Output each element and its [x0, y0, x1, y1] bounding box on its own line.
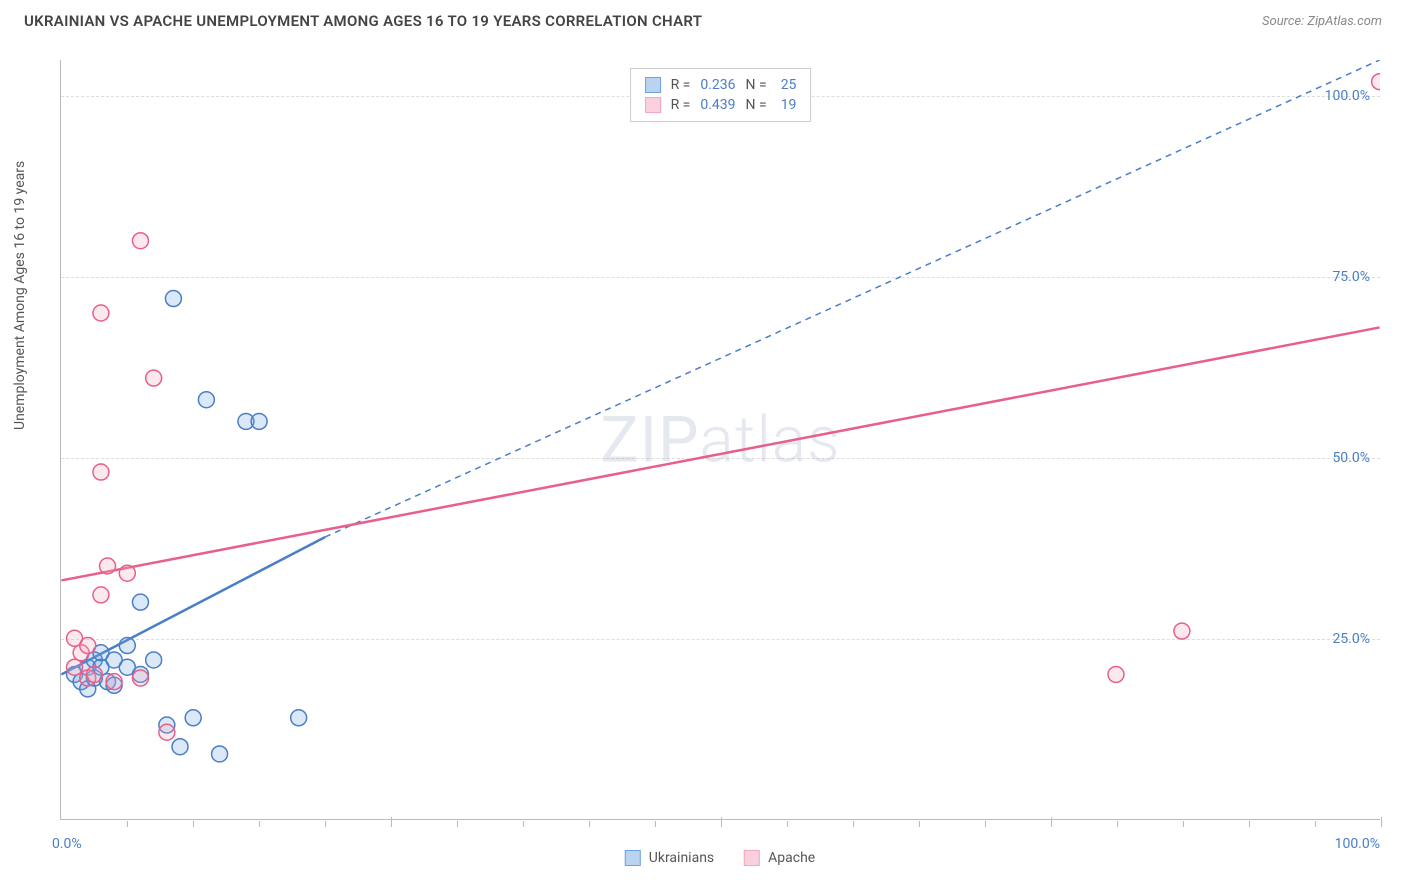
x-tick: [655, 821, 656, 827]
r-value-apache: 0.439: [700, 97, 735, 113]
swatch-apache: [645, 97, 661, 113]
legend-row-ukrainians: R = 0.236 N = 25: [645, 75, 797, 95]
n-label: N =: [746, 77, 767, 93]
n-value-apache: 19: [781, 97, 797, 113]
r-value-ukrainians: 0.236: [700, 77, 735, 93]
data-point-apache: [93, 464, 109, 480]
legend-item-ukrainians: Ukrainians: [625, 850, 714, 866]
data-point-apache: [132, 233, 148, 249]
plot-svg: [61, 60, 1380, 819]
legend-label-apache: Apache: [768, 850, 815, 866]
legend-label-ukrainians: Ukrainians: [649, 850, 714, 866]
data-point-apache: [1372, 74, 1380, 90]
x-tick: [1381, 817, 1382, 827]
chart-container: Unemployment Among Ages 16 to 19 years Z…: [50, 50, 1390, 870]
x-tick: [1249, 821, 1250, 827]
data-point-ukrainians: [119, 638, 135, 654]
x-tick: [853, 821, 854, 827]
data-point-ukrainians: [132, 594, 148, 610]
data-point-apache: [146, 370, 162, 386]
x-min-label: 0.0%: [52, 836, 82, 852]
x-tick: [787, 821, 788, 827]
series-legend: Ukrainians Apache: [625, 850, 815, 866]
swatch-ukrainians-bottom: [625, 850, 641, 866]
data-point-apache: [93, 587, 109, 603]
data-point-apache: [100, 558, 116, 574]
data-point-apache: [93, 305, 109, 321]
data-point-apache: [106, 674, 122, 690]
trend-line-dashed-ukrainians: [325, 60, 1380, 537]
x-tick: [259, 821, 260, 827]
n-label: N =: [746, 97, 767, 113]
x-tick: [325, 821, 326, 827]
correlation-legend: R = 0.236 N = 25 R = 0.439 N = 19: [630, 68, 812, 122]
data-point-ukrainians: [291, 710, 307, 726]
data-point-ukrainians: [251, 413, 267, 429]
data-point-ukrainians: [212, 746, 228, 762]
x-tick: [589, 821, 590, 827]
x-tick: [127, 821, 128, 827]
n-value-ukrainians: 25: [781, 77, 797, 93]
data-point-apache: [67, 659, 83, 675]
legend-item-apache: Apache: [744, 850, 815, 866]
chart-header: UKRAINIAN VS APACHE UNEMPLOYMENT AMONG A…: [0, 0, 1406, 38]
r-label: R =: [671, 97, 691, 113]
legend-row-apache: R = 0.439 N = 19: [645, 95, 797, 115]
chart-title: UKRAINIAN VS APACHE UNEMPLOYMENT AMONG A…: [24, 12, 702, 30]
data-point-apache: [119, 565, 135, 581]
swatch-ukrainians: [645, 77, 661, 93]
data-point-apache: [80, 638, 96, 654]
trend-line-apache: [61, 327, 1379, 580]
data-point-ukrainians: [146, 652, 162, 668]
x-tick: [523, 821, 524, 827]
swatch-apache-bottom: [744, 850, 760, 866]
data-point-apache: [132, 670, 148, 686]
data-point-ukrainians: [198, 392, 214, 408]
r-label: R =: [671, 77, 691, 93]
x-tick: [1183, 821, 1184, 827]
x-tick: [919, 821, 920, 827]
data-point-ukrainians: [172, 739, 188, 755]
data-point-apache: [1108, 666, 1124, 682]
data-point-ukrainians: [185, 710, 201, 726]
data-point-apache: [1174, 623, 1190, 639]
x-max-label: 100.0%: [1335, 836, 1380, 852]
y-axis-label: Unemployment Among Ages 16 to 19 years: [12, 161, 28, 430]
data-point-apache: [86, 666, 102, 682]
x-tick: [985, 821, 986, 827]
x-tick: [193, 821, 194, 827]
x-tick: [457, 821, 458, 827]
plot-area: ZIPatlas R = 0.236 N = 25 R = 0.439 N = …: [60, 60, 1380, 820]
x-tick: [1117, 821, 1118, 827]
data-point-ukrainians: [165, 291, 181, 307]
data-point-apache: [159, 724, 175, 740]
x-tick: [1315, 821, 1316, 827]
chart-source: Source: ZipAtlas.com: [1262, 14, 1382, 29]
